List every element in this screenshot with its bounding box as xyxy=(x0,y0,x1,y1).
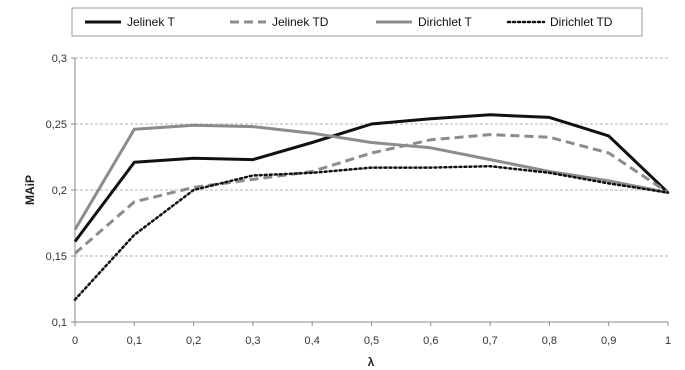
x-tick-label: 0,6 xyxy=(423,335,438,347)
x-tick-label: 0,2 xyxy=(186,335,201,347)
x-tick-label: 0,4 xyxy=(305,335,320,347)
x-tick-label: 0,3 xyxy=(245,335,260,347)
x-tick-label: 0,5 xyxy=(364,335,379,347)
x-tick-label: 0,8 xyxy=(542,335,557,347)
legend-label-1: Jelinek T xyxy=(127,15,175,29)
x-tick-label: 0,7 xyxy=(482,335,497,347)
x-tick-label: 1 xyxy=(665,335,671,347)
legend-box xyxy=(71,7,643,37)
x-axis-ticks: 0 0,1 0,2 0,3 0,4 0,5 0,6 0,7 0,8 0,9 1 xyxy=(72,322,671,347)
series-lines xyxy=(73,113,670,301)
y-axis-ticks: 0,1 0,15 0,2 0,25 0,3 xyxy=(46,53,75,329)
series-line-1 xyxy=(73,113,670,243)
series-line-4 xyxy=(73,164,670,301)
x-tick-label: 0,1 xyxy=(127,335,142,347)
y-tick-label: 0,25 xyxy=(46,119,67,131)
legend-label-3: Dirichlet T xyxy=(418,15,472,29)
legend-label-2: Jelinek TD xyxy=(272,15,329,29)
y-tick-label: 0,3 xyxy=(52,53,67,65)
y-tick-label: 0,1 xyxy=(52,317,67,329)
y-axis-label: MAiP xyxy=(23,175,37,205)
y-tick-label: 0,15 xyxy=(46,251,67,263)
x-axis-label: λ xyxy=(368,355,375,369)
series-line-3 xyxy=(73,123,669,231)
x-tick-label: 0,9 xyxy=(601,335,616,347)
series-line-2 xyxy=(74,133,669,255)
legend: Jelinek T Jelinek TD Dirichlet T Dirichlet … xyxy=(71,7,643,37)
y-tick-label: 0,2 xyxy=(52,185,67,197)
x-tick-label: 0 xyxy=(72,335,78,347)
legend-label-4: Dirichlet TD xyxy=(550,15,613,29)
